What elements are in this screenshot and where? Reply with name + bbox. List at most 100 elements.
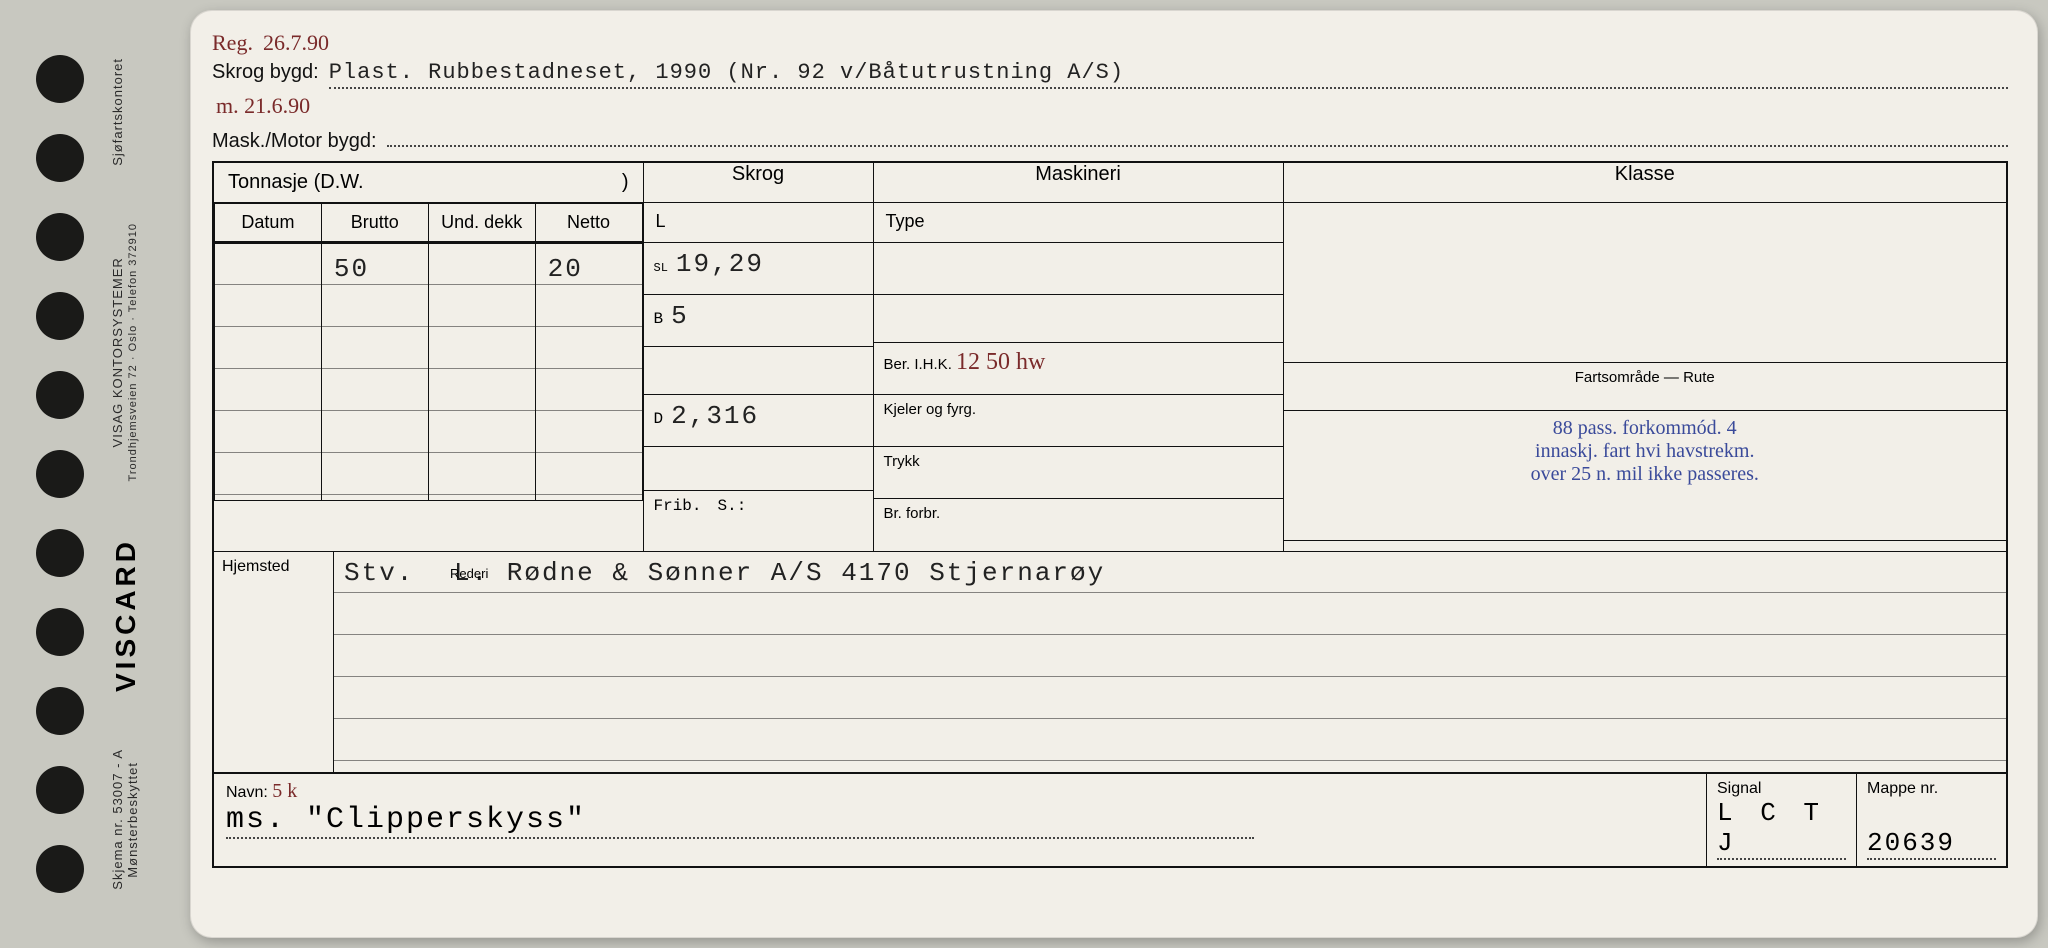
klasse-head: Klasse	[1283, 162, 2007, 203]
reg-label: Reg.	[212, 30, 253, 56]
mask-trykk-row: Trykk	[874, 447, 1283, 499]
skrog-blank	[644, 347, 873, 395]
fart-hand-3: over 25 n. mil ikke passeres.	[1294, 463, 1997, 486]
reg-line: Reg. 26.7.90	[212, 28, 2008, 58]
skrog-D-row: D 2,316	[644, 395, 873, 447]
kjeler-label: Kjeler og fyrg.	[884, 401, 977, 418]
frib-label: Frib.	[654, 497, 702, 515]
punch-hole	[36, 529, 84, 577]
tonnasje-label: Tonnasje (D.W.	[228, 171, 364, 194]
punch-hole	[36, 134, 84, 182]
sub-brutto: Brutto	[321, 204, 428, 242]
index-card: Reg. 26.7.90 Skrog bygd: Plast. Rubbesta…	[190, 10, 2038, 938]
mask-kjeler-row: Kjeler og fyrg.	[874, 395, 1283, 447]
mask-type-row	[874, 243, 1283, 295]
side-bottom-line1: Skjema nr. 53007 - A	[110, 749, 125, 890]
mask-ber-row: Ber. I.H.K. 12 50 hw	[874, 343, 1283, 395]
navn-label: Navn:	[226, 784, 268, 801]
maskineri-body: Ber. I.H.K. 12 50 hw Kjeler og fyrg. Try…	[873, 243, 1283, 552]
mask-blank	[874, 295, 1283, 343]
tonnasje-close: )	[622, 171, 629, 194]
D-label: D	[654, 410, 664, 428]
sub-type: Type	[873, 203, 1283, 243]
punch-hole	[36, 213, 84, 261]
punch-hole	[36, 55, 84, 103]
netto-value: 20	[548, 254, 630, 284]
tonnasje-head-cell: Tonnasje (D.W. )	[213, 162, 643, 203]
sub-L: L	[643, 203, 873, 243]
navn-hand: 5 k	[272, 780, 297, 802]
hjemsted-label: Hjemsted	[214, 552, 334, 772]
mappe-value: 20639	[1867, 828, 1996, 860]
subhead-row: Datum Brutto Und. dekk Netto L Type Fart…	[213, 203, 2007, 243]
ber-label: Ber. I.H.K.	[884, 356, 952, 373]
motor-prehand: m. 21.6.90	[216, 93, 310, 119]
fartsomrade-hand: 88 pass. forkommód. 4 innaskj. fart hvi …	[1284, 411, 2007, 541]
reg-value: 26.7.90	[263, 30, 329, 56]
skrog-B-row: B 5	[644, 295, 873, 347]
navn-value: ms. "Clipperskyss"	[226, 803, 1254, 839]
punch-hole	[36, 292, 84, 340]
punch-hole	[36, 845, 84, 893]
netto-col: 20	[536, 244, 642, 500]
side-brand: VISCARD	[110, 528, 190, 702]
klasse-empty	[1284, 203, 2007, 363]
sub-und-dekk: Und. dekk	[428, 204, 535, 242]
signal-value: L C T J	[1717, 798, 1846, 860]
skrog-bygd-label: Skrog bygd:	[212, 61, 319, 84]
punch-hole	[36, 371, 84, 419]
signal-label: Signal	[1717, 780, 1846, 798]
L-prefix: SL	[654, 261, 668, 275]
sub-netto: Netto	[535, 204, 642, 242]
brutto-value: 50	[334, 254, 416, 284]
fart-hand-2: innaskj. fart hvi havstrekm.	[1294, 440, 1997, 463]
B-label: B	[654, 310, 664, 328]
mappe-label: Mappe nr.	[1867, 780, 1996, 798]
klasse-body: Fartsområde — Rute 88 pass. forkommód. 4…	[1283, 203, 2007, 552]
punch-hole	[36, 687, 84, 735]
rederi-value: L. Rødne & Sønner A/S 4170 Stjernarøy	[454, 558, 1105, 588]
navn-box: Navn: 5 k ms. "Clipperskyss"	[214, 774, 1706, 866]
side-bottom: Skjema nr. 53007 - A Mønsterbeskyttet	[110, 739, 190, 900]
side-bottom-line2: Mønsterbeskyttet	[125, 761, 140, 877]
motor-bygd-line: Mask./Motor bygd:	[212, 121, 2008, 155]
B-value: 5	[671, 301, 689, 331]
tonnasje-body: 50 20	[213, 243, 643, 552]
fart-hand-1: 88 pass. forkommód. 4	[1294, 417, 1997, 440]
skrog-bygd-line: Skrog bygd: Plast. Rubbestadneset, 1990 …	[212, 58, 2008, 91]
side-mid-line2: Trondhjemsveien 72 · Oslo · Telefon 3729…	[127, 223, 139, 481]
brforbr-label: Br. forbr.	[884, 505, 941, 522]
skrog-bygd-value: Plast. Rubbestadneset, 1990 (Nr. 92 v/Bå…	[329, 60, 2008, 89]
signal-box: Signal L C T J	[1706, 774, 1856, 866]
brutto-col: 50	[322, 244, 428, 500]
rederi-label: Rederi	[450, 566, 488, 581]
und-dekk-col	[429, 244, 535, 500]
datum-col	[215, 244, 321, 500]
side-mid: VISAG KONTORSYSTEMER Trondhjemsveien 72 …	[110, 213, 190, 491]
main-table: Tonnasje (D.W. ) Skrog Maskineri Klasse …	[212, 161, 2008, 774]
punch-hole	[36, 766, 84, 814]
L-value: 19,29	[676, 249, 764, 279]
section-head-row: Tonnasje (D.W. ) Skrog Maskineri Klasse	[213, 162, 2007, 203]
trykk-label: Trykk	[884, 453, 920, 470]
mask-brforbr-row: Br. forbr.	[874, 499, 1283, 551]
skrog-head: Skrog	[643, 162, 873, 203]
motor-bygd-value	[387, 123, 2008, 147]
bottom-strip: Navn: 5 k ms. "Clipperskyss" Signal L C …	[212, 774, 2008, 868]
tonnasje-subhead: Datum Brutto Und. dekk Netto	[213, 203, 643, 243]
hjemsted-stv: Stv.	[344, 558, 414, 588]
motor-bygd-label: Mask./Motor bygd:	[212, 130, 377, 153]
punch-hole	[36, 608, 84, 656]
punch-hole	[36, 450, 84, 498]
hjemsted-row: Hjemsted Stv. Rederi L. Rødne & Sønner A…	[213, 552, 2007, 774]
sub-datum: Datum	[215, 204, 322, 242]
mappe-box: Mappe nr. 20639	[1856, 774, 2006, 866]
skrog-blank2	[644, 447, 873, 491]
side-top-label: Sjøfartskontoret	[110, 48, 190, 176]
motor-prehand-line: m. 21.6.90	[212, 91, 2008, 121]
punch-hole-strip	[10, 10, 110, 938]
card-wrapper: Sjøfartskontoret VISAG KONTORSYSTEMER Tr…	[10, 10, 2038, 938]
maskineri-head: Maskineri	[873, 162, 1283, 203]
hjemsted-body: Stv. Rederi L. Rødne & Sønner A/S 4170 S…	[334, 552, 2006, 772]
D-value: 2,316	[671, 401, 759, 431]
